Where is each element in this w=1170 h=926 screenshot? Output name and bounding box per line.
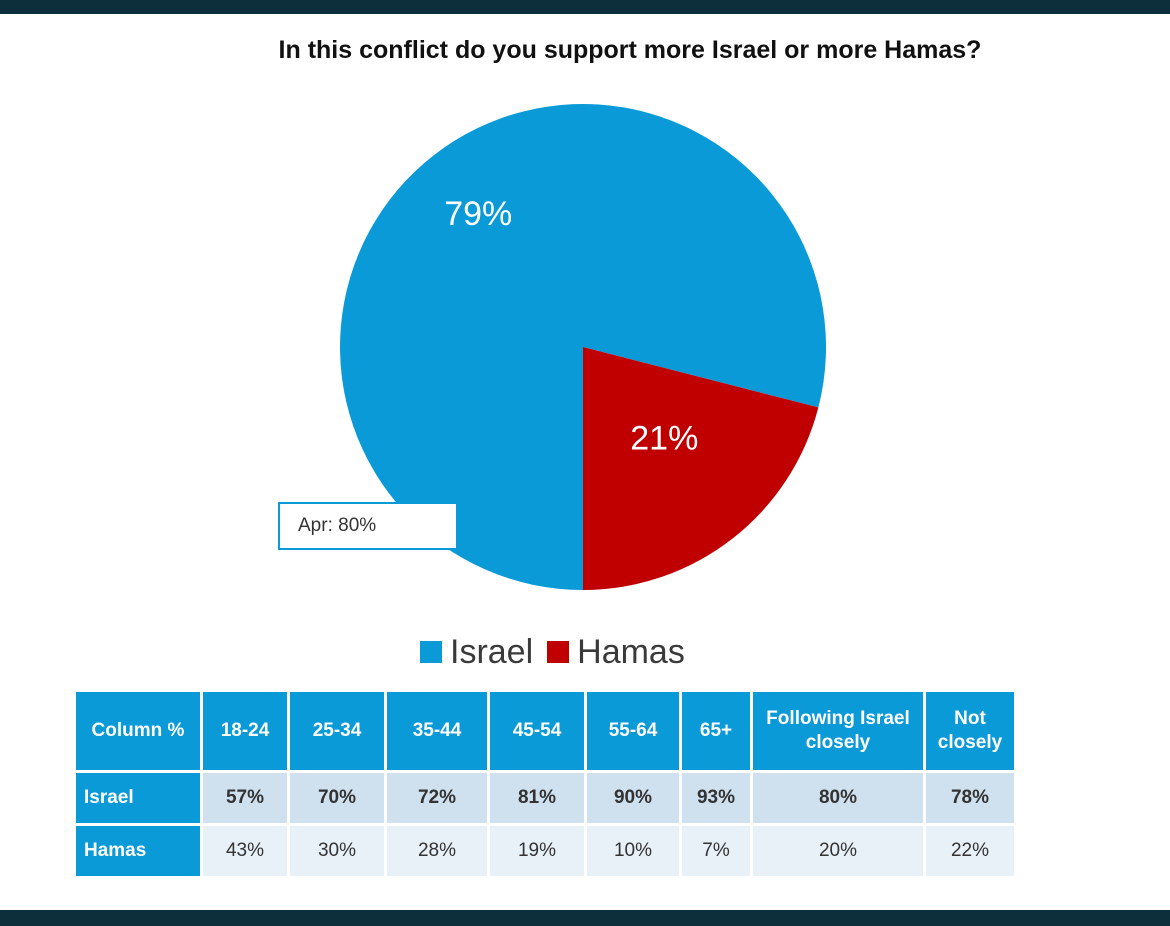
header-25-34: 25-34 [290, 692, 384, 770]
crosstab-table: Column % 18-24 25-34 35-44 45-54 55-64 6… [73, 689, 1017, 879]
cell-hamas-65-plus: 7% [682, 826, 750, 876]
cell-hamas-25-34: 30% [290, 826, 384, 876]
header-not-closely: Not closely [926, 692, 1014, 770]
header-45-54: 45-54 [490, 692, 584, 770]
cell-hamas-45-54: 19% [490, 826, 584, 876]
legend: Israel Hamas [420, 630, 685, 674]
legend-item-israel: Israel [420, 633, 533, 672]
table-row-israel: Israel 57% 70% 72% 81% 90% 93% 80% 78% [76, 773, 1014, 823]
cell-israel-following-closely: 80% [753, 773, 923, 823]
table-row-hamas: Hamas 43% 30% 28% 19% 10% 7% 20% 22% [76, 826, 1014, 876]
cell-israel-25-34: 70% [290, 773, 384, 823]
row-label-hamas: Hamas [76, 826, 200, 876]
legend-item-hamas: Hamas [547, 633, 685, 672]
cell-hamas-not-closely: 22% [926, 826, 1014, 876]
legend-label-israel: Israel [450, 632, 534, 671]
cell-hamas-following-closely: 20% [753, 826, 923, 876]
header-column-pct: Column % [76, 692, 200, 770]
header-35-44: 35-44 [387, 692, 487, 770]
cell-hamas-18-24: 43% [203, 826, 287, 876]
header-55-64: 55-64 [587, 692, 679, 770]
cell-israel-not-closely: 78% [926, 773, 1014, 823]
pie-label-hamas: 21% [630, 419, 698, 457]
cell-israel-45-54: 81% [490, 773, 584, 823]
header-65-plus: 65+ [682, 692, 750, 770]
april-callout-text: Apr: 80% [298, 515, 377, 536]
cell-israel-35-44: 72% [387, 773, 487, 823]
pie-label-israel: 79% [444, 195, 512, 233]
cell-israel-65-plus: 93% [682, 773, 750, 823]
chart-title: In this conflict do you support more Isr… [278, 36, 982, 64]
april-callout-box: Apr: 80% [278, 502, 458, 550]
legend-swatch-hamas [547, 641, 570, 663]
top-border-bar [0, 0, 1170, 14]
row-label-israel: Israel [76, 773, 200, 823]
bottom-border-bar [0, 910, 1170, 926]
legend-swatch-israel [420, 641, 442, 663]
cell-hamas-35-44: 28% [387, 826, 487, 876]
header-18-24: 18-24 [203, 692, 287, 770]
header-following-closely: Following Israel closely [753, 692, 923, 770]
cell-israel-55-64: 90% [587, 773, 679, 823]
pie-slice-hamas [583, 347, 819, 590]
table-header-row: Column % 18-24 25-34 35-44 45-54 55-64 6… [76, 692, 1014, 770]
cell-israel-18-24: 57% [203, 773, 287, 823]
legend-label-hamas: Hamas [577, 632, 685, 671]
cell-hamas-55-64: 10% [587, 826, 679, 876]
pie-chart: 79% 21% [340, 104, 826, 590]
